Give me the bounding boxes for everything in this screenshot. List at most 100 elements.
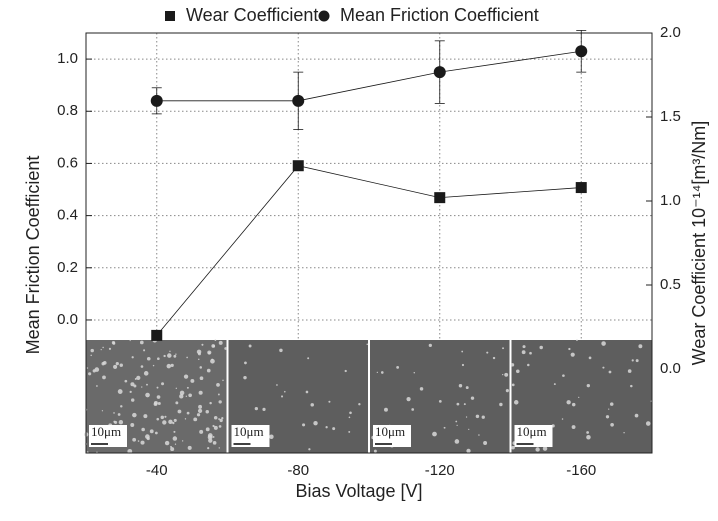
sem-particle: [254, 407, 258, 411]
sem-particle: [161, 382, 165, 386]
sem-particle: [608, 408, 610, 410]
sem-particle: [124, 379, 128, 383]
sem-particle: [212, 436, 215, 438]
sem-particle: [139, 340, 144, 345]
sem-particle: [348, 416, 351, 419]
sem-particle: [170, 447, 175, 452]
sem-particle: [143, 371, 149, 376]
sem-particle: [218, 418, 221, 420]
sem-particle: [492, 356, 496, 360]
x-tick-label: -160: [566, 462, 596, 479]
series-line: [156, 165, 582, 336]
x-tick-label: -80: [287, 462, 309, 479]
scale-label: 10μm: [234, 424, 264, 439]
y2-tick-label: 1.5: [660, 108, 681, 125]
sem-particle: [108, 347, 112, 350]
sem-particle: [248, 344, 252, 348]
sem-particle: [486, 351, 489, 354]
sem-particle: [276, 384, 278, 386]
sem-particle: [502, 347, 504, 350]
sem-particle: [132, 437, 137, 442]
sem-particle: [349, 411, 352, 415]
sem-particle: [483, 440, 488, 445]
sem-particle: [157, 357, 160, 361]
sem-particle: [173, 418, 177, 422]
sem-particle: [134, 377, 137, 380]
sem-particle: [344, 369, 347, 373]
y2-axis-label: Wear Coefficient 10⁻¹⁴[m³/Nm]: [689, 121, 709, 366]
sem-particle: [499, 402, 503, 407]
sem-particle: [186, 411, 190, 415]
sem-particle: [174, 443, 177, 445]
sem-particle: [218, 340, 223, 345]
sem-particle: [244, 361, 247, 365]
sem-particle: [166, 363, 171, 369]
sem-particle: [197, 408, 203, 414]
sem-particle: [167, 353, 172, 358]
sem-particle: [113, 412, 115, 414]
sem-particle: [217, 393, 220, 396]
y-tick-label: 0.2: [57, 259, 78, 276]
sem-particle: [143, 414, 148, 419]
sem-particle: [102, 375, 106, 380]
sem-particle: [561, 418, 564, 420]
sem-particle: [129, 339, 131, 342]
sem-particle: [461, 350, 464, 353]
sem-particle: [645, 421, 651, 426]
sem-particle: [113, 364, 118, 369]
sem-particle: [212, 424, 215, 428]
sem-particle: [218, 447, 220, 449]
sem-particle: [218, 400, 222, 404]
sem-particle: [213, 425, 218, 430]
sem-particle: [466, 448, 471, 453]
sem-particle: [115, 361, 119, 366]
sem-particle: [221, 417, 224, 420]
sem-image: 10μm: [228, 340, 369, 453]
sem-particle: [504, 372, 509, 377]
sem-particle: [199, 376, 204, 381]
sem-image: 10μm: [370, 340, 510, 453]
sem-particle: [635, 359, 639, 363]
sem-particle: [601, 341, 606, 346]
sem-particle: [413, 372, 416, 374]
sem-particle: [179, 394, 184, 399]
sem-particle: [529, 351, 532, 355]
sem-particle: [206, 368, 211, 373]
sem-particle: [198, 404, 203, 409]
sem-particle: [443, 426, 446, 429]
sem-particle: [511, 445, 515, 450]
circle-marker: [150, 94, 163, 107]
sem-particle: [145, 392, 150, 398]
sem-particle: [187, 445, 192, 450]
sem-particle: [432, 431, 437, 437]
sem-particle: [101, 410, 104, 412]
sem-particle: [129, 390, 132, 394]
sem-particle: [218, 425, 222, 428]
sem-particle: [325, 426, 328, 429]
sem-particle: [162, 420, 167, 425]
sem-particle: [465, 386, 469, 390]
sem-particle: [608, 370, 612, 374]
sem-particle: [102, 346, 104, 349]
sem-particle: [216, 382, 220, 387]
sem-particle: [137, 440, 140, 442]
circle-marker: [433, 66, 446, 79]
sem-particle: [505, 389, 509, 393]
sem-particle: [224, 347, 227, 350]
sem-particle: [586, 384, 590, 388]
sem-particle: [481, 415, 485, 419]
sem-particle: [535, 447, 540, 452]
sem-particle: [578, 396, 580, 399]
sem-particle: [454, 439, 460, 444]
sem-particle: [527, 363, 530, 367]
sem-particle: [132, 412, 137, 418]
sem-particle: [173, 430, 176, 433]
sem-particle: [428, 343, 432, 347]
sem-particle: [177, 409, 182, 414]
legend-marker: [165, 11, 175, 21]
sem-particle: [280, 395, 284, 398]
sem-particle: [117, 413, 121, 416]
sem-particle: [279, 348, 283, 353]
sem-particle: [143, 349, 146, 352]
sem-particle: [456, 402, 460, 406]
